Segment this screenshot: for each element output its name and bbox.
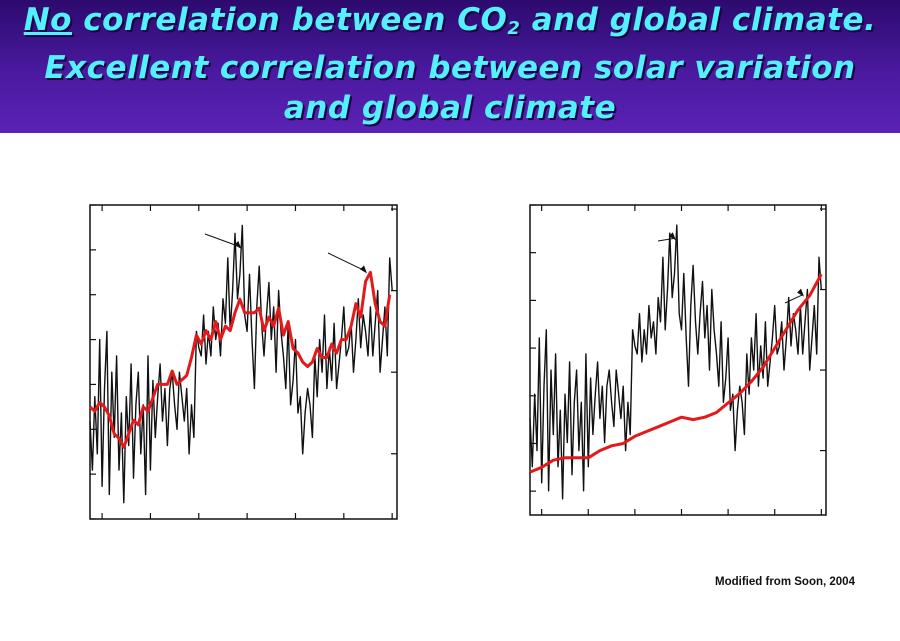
headline-text: and global climate. [531, 2, 877, 38]
series-line-sun [88, 270, 392, 449]
annotation-arrow [657, 237, 675, 242]
co2-chart [529, 204, 827, 516]
annotation-arrow [204, 233, 241, 248]
headline-line-3: and global climate [283, 90, 617, 126]
annotation-arrow [327, 252, 367, 272]
annotation-arrowhead [797, 288, 805, 297]
headline-line-2: Excellent correlation between solar vari… [44, 50, 856, 86]
series-line-temp [529, 224, 822, 500]
headline-subscript: 2 [507, 18, 521, 39]
plot-frame [89, 204, 398, 520]
source-credit: Modified from Soon, 2004 [715, 576, 856, 588]
annotation-arrowhead [668, 232, 676, 241]
annotation-arrow [784, 294, 804, 304]
headline-line-1: No correlation between CO2 and global cl… [0, 2, 900, 39]
series-line-co2 [529, 273, 823, 474]
annotation-arrowhead [359, 265, 367, 274]
annotation-arrowhead [234, 240, 242, 249]
series-line-temp [89, 224, 393, 504]
plot-frame [529, 204, 827, 516]
headline-text: correlation between CO [83, 2, 508, 38]
headline-emphasis: No [23, 2, 72, 38]
charts-figure: Modified from Soon, 2004 [88, 204, 856, 588]
solar-chart [88, 204, 398, 520]
title-banner: No correlation between CO2 and global cl… [0, 0, 900, 133]
